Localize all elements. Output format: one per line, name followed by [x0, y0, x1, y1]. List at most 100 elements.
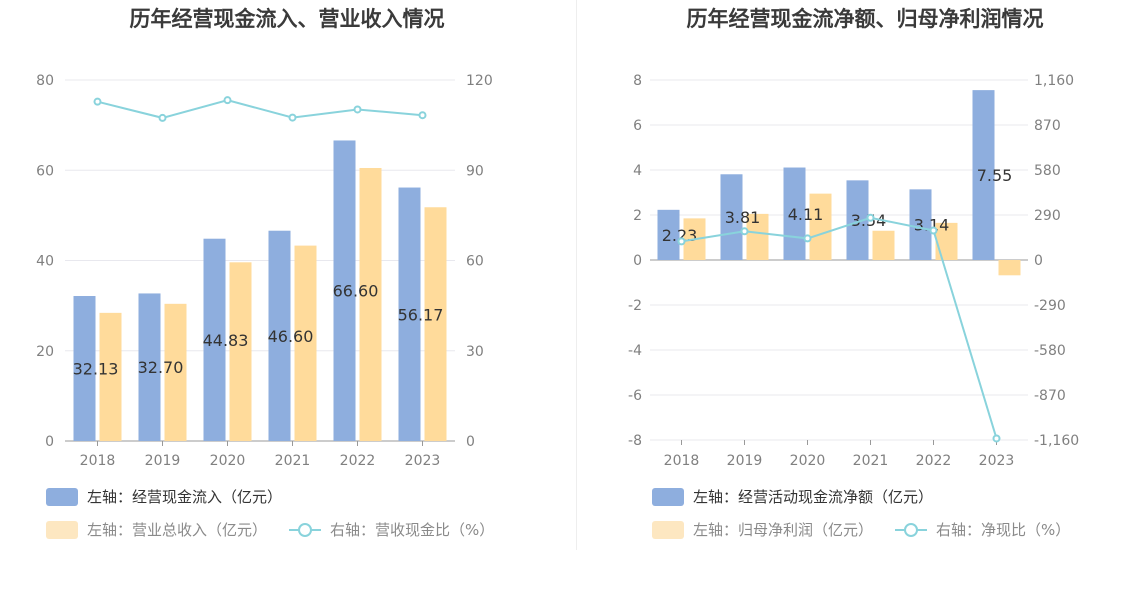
legend-item: 右轴：营收现金比（%）	[289, 519, 494, 540]
x-tick-label: 2019	[727, 453, 763, 469]
bar-primary	[720, 174, 743, 260]
legend-label: 左轴：经营活动现金流净额（亿元）	[693, 488, 934, 506]
y-left-tick-label: 60	[36, 163, 54, 179]
bar-secondary	[809, 193, 832, 260]
y-right-tick-label: 1,160	[1034, 73, 1074, 89]
chart-panel-netcash-profit: 历年经营现金流净额、归母净利润情况 -8 -6 -4 -2 0 2 4 6 8 -1,160 -87…	[578, 0, 1148, 560]
bar-data-label: 32.13	[73, 360, 119, 379]
series-line	[97, 99, 423, 119]
bar-secondary	[359, 167, 382, 441]
legend-swatch-bar	[46, 487, 78, 506]
y-left-tick-label: -4	[628, 343, 642, 359]
y-right-tick-label: 60	[466, 254, 484, 270]
bar-secondary	[998, 260, 1021, 276]
legend-item: 右轴：净现比（%）	[895, 519, 1070, 540]
line-point	[992, 434, 1001, 443]
legend-label: 左轴：营业总收入（亿元）	[87, 521, 268, 539]
y-right-tick-label: -290	[1034, 298, 1066, 314]
y-right-tick-label: -1,160	[1034, 433, 1079, 449]
x-tick-label: 2019	[145, 453, 181, 469]
bar-data-label: 66.60	[333, 282, 379, 301]
x-tick-label: 2021	[853, 453, 889, 469]
legend-label: 左轴：经营现金流入（亿元）	[87, 488, 283, 506]
bar-data-label: 4.11	[788, 205, 824, 224]
y-left-tick-label: 20	[36, 344, 54, 360]
bar-primary	[909, 189, 932, 260]
chart-title: 历年经营现金流入、营业收入情况	[129, 7, 445, 31]
y-left-tick-label: 80	[36, 73, 54, 89]
chart-netcash-profit: -8 -6 -4 -2 0 2 4 6 8 -1,160 -870 -580 -290 0 290 580 87…	[628, 73, 1079, 469]
legend-label: 右轴：营收现金比（%）	[330, 521, 495, 539]
bar-secondary	[294, 245, 317, 441]
bar-primary	[138, 293, 161, 441]
legend-line-icon	[289, 521, 322, 539]
line-point	[803, 234, 812, 243]
legend-item: 左轴：营业总收入（亿元）	[46, 519, 267, 540]
legend-row-1: 左轴：经营现金流入（亿元）	[46, 486, 282, 507]
x-tick-label: 2018	[80, 453, 116, 469]
bar-data-label: 3.81	[725, 208, 761, 227]
y-left-tick-label: 8	[633, 73, 642, 89]
y-right-tick-label: 870	[1034, 118, 1061, 134]
bar-primary	[333, 140, 356, 441]
bar-secondary	[164, 303, 187, 441]
chart-panel-cashflow-revenue: 历年经营现金流入、营业收入情况 0 20 40 60 80 0 30 60 90 120 2018 2…	[0, 0, 574, 560]
bar-data-label: 3.14	[914, 216, 950, 235]
legend-item: 左轴：归母净利润（亿元）	[652, 519, 873, 540]
y-left-tick-label: 0	[45, 434, 54, 450]
bar-data-label: 56.17	[398, 305, 444, 324]
x-tick-label: 2021	[275, 453, 311, 469]
y-left-tick-label: 6	[633, 118, 642, 134]
y-right-tick-label: -580	[1034, 343, 1066, 359]
bar-data-label: 32.70	[138, 358, 184, 377]
y-right-tick-label: -870	[1034, 388, 1066, 404]
bar-secondary	[229, 262, 252, 441]
bar-data-label: 46.60	[268, 327, 314, 346]
bar-primary	[73, 296, 96, 441]
y-left-tick-label: 40	[36, 254, 54, 270]
bar-secondary	[99, 312, 122, 441]
line-point	[418, 111, 427, 120]
legend-swatch-bar	[652, 487, 684, 506]
bar-primary	[398, 187, 421, 441]
line-point	[288, 113, 297, 122]
legend-row-1: 左轴：经营活动现金流净额（亿元）	[652, 486, 933, 507]
line-point	[929, 226, 938, 235]
chart-cashflow-revenue: 0 20 40 60 80 0 30 60 90 120 2018 2019 2020 2021 2022 2…	[36, 73, 493, 469]
bar-data-label: 44.83	[203, 331, 249, 350]
panel-divider	[576, 0, 577, 550]
y-right-tick-label: 0	[466, 434, 475, 450]
x-tick-label: 2022	[340, 453, 376, 469]
line-point	[93, 97, 102, 106]
y-right-tick-label: 290	[1034, 208, 1061, 224]
legend-row-2: 左轴：营业总收入（亿元） 右轴：营收现金比（%）	[46, 519, 516, 540]
bar-secondary	[935, 222, 958, 260]
series-line	[681, 216, 998, 439]
y-right-tick-label: 580	[1034, 163, 1061, 179]
bar-primary	[846, 180, 869, 260]
bar-primary	[657, 209, 680, 260]
y-left-tick-label: 2	[633, 208, 642, 224]
y-left-tick-label: 4	[633, 163, 642, 179]
y-right-tick-label: 0	[1034, 253, 1043, 269]
legend-label: 右轴：净现比（%）	[936, 521, 1071, 539]
y-left-tick-label: -6	[628, 388, 642, 404]
chart-title: 历年经营现金流净额、归母净利润情况	[686, 7, 1044, 31]
bar-secondary	[424, 207, 447, 441]
line-point	[223, 96, 232, 105]
y-left-tick-label: -8	[628, 433, 642, 449]
bar-data-label: 7.55	[977, 166, 1013, 185]
y-left-tick-label: -2	[628, 298, 642, 314]
line-point	[353, 105, 362, 114]
legend-line-icon	[895, 521, 928, 539]
legend-row-2: 左轴：归母净利润（亿元） 右轴：净现比（%）	[652, 519, 1092, 540]
y-left-tick-label: 0	[633, 253, 642, 269]
x-tick-label: 2018	[664, 453, 700, 469]
x-tick-label: 2023	[405, 453, 441, 469]
line-point	[158, 113, 167, 122]
line-point	[866, 213, 875, 222]
bar-primary	[203, 238, 226, 441]
x-tick-label: 2020	[210, 453, 246, 469]
bar-secondary	[872, 230, 895, 260]
x-tick-label: 2023	[979, 453, 1015, 469]
